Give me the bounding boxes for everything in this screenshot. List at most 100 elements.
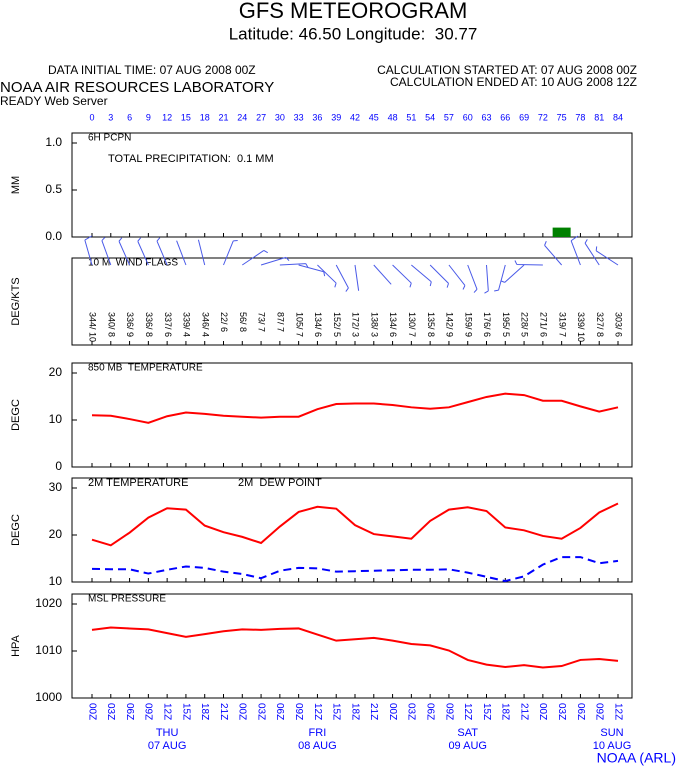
hour-label: 9 bbox=[146, 112, 151, 122]
time-label: 03Z bbox=[255, 703, 266, 720]
hour-label: 21 bbox=[218, 112, 228, 122]
hour-label: 24 bbox=[237, 112, 247, 122]
wind-label: 344/ 10 bbox=[88, 312, 98, 342]
line bbox=[91, 392, 619, 424]
y-tick-label: 1010 bbox=[35, 643, 62, 657]
wind-label: 303/ 6 bbox=[614, 312, 624, 337]
hour-label: 84 bbox=[613, 112, 623, 122]
time-label: 00Z bbox=[237, 703, 248, 720]
y-tick-label: 30 bbox=[49, 480, 63, 494]
hour-label: 45 bbox=[369, 112, 379, 122]
wind-label: 339/ 4 bbox=[182, 312, 192, 337]
hour-label: 69 bbox=[519, 112, 529, 122]
y-tick-label: 1020 bbox=[35, 596, 62, 610]
hour-label: 78 bbox=[575, 112, 585, 122]
time-label: 06Z bbox=[425, 703, 436, 720]
panel-title: MSL PRESSURE bbox=[88, 594, 166, 605]
hour-label: 36 bbox=[312, 112, 322, 122]
time-label: 06Z bbox=[274, 703, 285, 720]
hour-label: 81 bbox=[594, 112, 604, 122]
day-name: THU bbox=[156, 727, 179, 739]
wind-flag bbox=[101, 236, 112, 266]
hour-label: 66 bbox=[500, 112, 510, 122]
wind-flag bbox=[242, 250, 268, 266]
y-tick-label: 0 bbox=[55, 459, 62, 473]
hour-label: 0 bbox=[89, 112, 94, 122]
wind-label: 337/ 6 bbox=[163, 312, 173, 337]
time-label: 15Z bbox=[180, 703, 191, 720]
initial-time: DATA INITIAL TIME: 07 AUG 2008 00Z bbox=[48, 63, 256, 77]
time-label: 00Z bbox=[387, 703, 398, 720]
panel-frame bbox=[71, 257, 633, 346]
wind-flag bbox=[392, 264, 412, 288]
time-label: 12Z bbox=[612, 703, 623, 720]
wind-flag bbox=[411, 264, 432, 287]
wind-flag bbox=[570, 235, 581, 266]
panel-frame bbox=[71, 362, 633, 468]
hour-label: 54 bbox=[425, 112, 435, 122]
wind-label: 87/ 7 bbox=[275, 312, 285, 332]
day-date: 09 AUG bbox=[448, 740, 487, 752]
wind-label: 340/ 8 bbox=[106, 312, 116, 337]
time-label: 06Z bbox=[575, 703, 586, 720]
y-tick-label: 0.0 bbox=[45, 229, 62, 243]
wind-label: 152/ 5 bbox=[332, 312, 342, 337]
wind-flag bbox=[317, 264, 337, 288]
footer: NOAA (ARL) bbox=[597, 750, 676, 766]
hour-label: 75 bbox=[557, 112, 567, 122]
time-label: 03Z bbox=[105, 703, 116, 720]
wind-flag bbox=[448, 264, 466, 290]
wind-label: 176/ 6 bbox=[482, 312, 492, 337]
line bbox=[91, 502, 619, 547]
line bbox=[91, 556, 619, 583]
time-label: 15Z bbox=[481, 703, 492, 720]
y-axis-label: HPA bbox=[10, 634, 22, 656]
annotation: TOTAL PRECIPITATION: 0.1 MM bbox=[108, 153, 274, 165]
y-tick-label: 10 bbox=[49, 574, 63, 588]
calc-ended: CALCULATION ENDED AT: 10 AUG 2008 12Z bbox=[390, 75, 637, 89]
time-label: 00Z bbox=[86, 703, 97, 720]
panel-title: 10 M WIND FLAGS bbox=[88, 258, 178, 269]
hour-label: 51 bbox=[406, 112, 416, 122]
y-tick-label: 20 bbox=[49, 527, 63, 541]
wind-flag bbox=[118, 237, 131, 266]
wind-label: 271/ 6 bbox=[538, 312, 548, 337]
hour-label: 48 bbox=[388, 112, 398, 122]
hour-label: 63 bbox=[481, 112, 491, 122]
wind-flag bbox=[137, 237, 149, 266]
wind-flag bbox=[279, 263, 309, 268]
day-date: 08 AUG bbox=[298, 740, 337, 752]
time-label: 15Z bbox=[331, 703, 342, 720]
time-label: 06Z bbox=[124, 703, 135, 720]
y-axis-label: MM bbox=[10, 176, 22, 194]
panel-title: 6H PCPN bbox=[88, 133, 131, 144]
time-label: 18Z bbox=[500, 703, 511, 720]
time-label: 03Z bbox=[406, 703, 417, 720]
day-date: 07 AUG bbox=[148, 740, 187, 752]
wind-label: 73/ 7 bbox=[257, 312, 267, 332]
wind-label: 138/ 3 bbox=[369, 312, 379, 337]
panel-frame bbox=[71, 593, 633, 699]
calc-started: CALCULATION STARTED AT: 07 AUG 2008 00Z bbox=[377, 63, 637, 77]
wind-label: 319/ 7 bbox=[557, 312, 567, 337]
wind-label: 130/ 7 bbox=[407, 312, 417, 337]
time-label: 09Z bbox=[594, 703, 605, 720]
panel-frame bbox=[71, 132, 633, 238]
wind-label: 336/ 9 bbox=[125, 312, 135, 337]
panel-frame bbox=[71, 477, 633, 583]
hour-label: 42 bbox=[350, 112, 360, 122]
time-label: 12Z bbox=[462, 703, 473, 720]
wind-flag bbox=[494, 264, 506, 292]
wind-label: 195/ 5 bbox=[501, 312, 511, 337]
wind-label: 327/ 8 bbox=[595, 312, 605, 337]
wind-label: 22/ 6 bbox=[219, 312, 229, 332]
hour-label: 30 bbox=[275, 112, 285, 122]
wind-label: 336/ 8 bbox=[144, 312, 154, 337]
time-label: 12Z bbox=[312, 703, 323, 720]
hour-label: 6 bbox=[127, 112, 132, 122]
wind-flag bbox=[335, 264, 349, 292]
hour-label: 57 bbox=[444, 112, 454, 122]
panel-title: 850 MB TEMPERATURE bbox=[88, 363, 203, 374]
wind-label: 159/ 9 bbox=[463, 312, 473, 337]
